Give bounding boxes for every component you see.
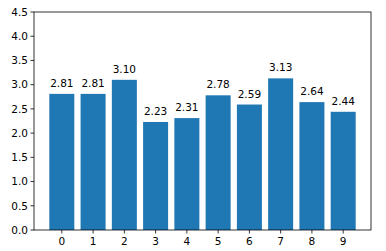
bar	[143, 122, 168, 230]
bar	[112, 80, 137, 230]
x-tick	[280, 230, 281, 234]
data-label: 3.10	[113, 63, 136, 75]
data-label: 2.31	[175, 101, 198, 113]
y-tick	[31, 60, 35, 61]
data-label: 2.64	[300, 85, 324, 97]
x-tick-label: 6	[246, 235, 253, 247]
bar	[268, 78, 293, 230]
y-tick-label: 1.0	[11, 175, 28, 187]
x-tick	[124, 230, 125, 234]
x-tick-label: 8	[309, 235, 316, 247]
y-tick-label: 2.5	[11, 103, 28, 115]
data-label: 2.78	[206, 78, 229, 90]
plot-frame	[34, 12, 371, 230]
x-tick	[155, 230, 156, 234]
y-tick	[31, 157, 35, 158]
y-tick	[31, 12, 35, 13]
y-tick-label: 4.5	[11, 6, 28, 18]
data-label: 2.23	[144, 105, 167, 117]
y-tick-label: 1.5	[11, 151, 28, 163]
y-tick	[31, 181, 35, 182]
x-tick-label: 1	[90, 235, 97, 247]
x-tick-label: 3	[152, 235, 159, 247]
x-tick	[311, 230, 312, 234]
x-tick	[343, 230, 344, 234]
x-tick-label: 4	[184, 235, 191, 247]
chart-container: 2.812.813.102.232.312.782.593.132.642.44…	[0, 0, 386, 251]
data-label: 3.13	[269, 61, 292, 73]
x-tick-label: 7	[277, 235, 284, 247]
bar	[81, 94, 106, 230]
y-tick	[31, 230, 35, 231]
bars	[49, 78, 355, 230]
bar	[331, 112, 356, 230]
y-tick	[31, 205, 35, 206]
y-tick-label: 4.0	[11, 30, 28, 42]
bar	[237, 105, 262, 230]
x-tick-label: 9	[340, 235, 347, 247]
data-label: 2.59	[238, 88, 261, 100]
bar	[206, 95, 231, 230]
y-tick-label: 3.5	[11, 54, 28, 66]
y-tick-label: 2.0	[11, 127, 28, 139]
y-tick	[31, 36, 35, 37]
data-label: 2.81	[50, 77, 73, 89]
bar	[299, 102, 324, 230]
y-tick-label: 0.5	[11, 200, 28, 212]
x-tick	[186, 230, 187, 234]
x-tick	[218, 230, 219, 234]
y-tick	[31, 133, 35, 134]
x-tick	[249, 230, 250, 234]
chart: 2.812.813.102.232.312.782.593.132.642.44…	[0, 0, 386, 251]
y-tick	[31, 84, 35, 85]
bar	[174, 118, 199, 230]
data-label: 2.81	[81, 77, 104, 89]
bar	[49, 94, 74, 230]
x-tick	[93, 230, 94, 234]
x-tick	[61, 230, 62, 234]
x-tick-label: 0	[58, 235, 65, 247]
data-label: 2.44	[331, 95, 355, 107]
x-tick-label: 5	[215, 235, 222, 247]
x-tick-label: 2	[121, 235, 128, 247]
y-tick-label: 0.0	[11, 224, 28, 236]
y-tick-label: 3.0	[11, 78, 28, 90]
y-tick	[31, 108, 35, 109]
